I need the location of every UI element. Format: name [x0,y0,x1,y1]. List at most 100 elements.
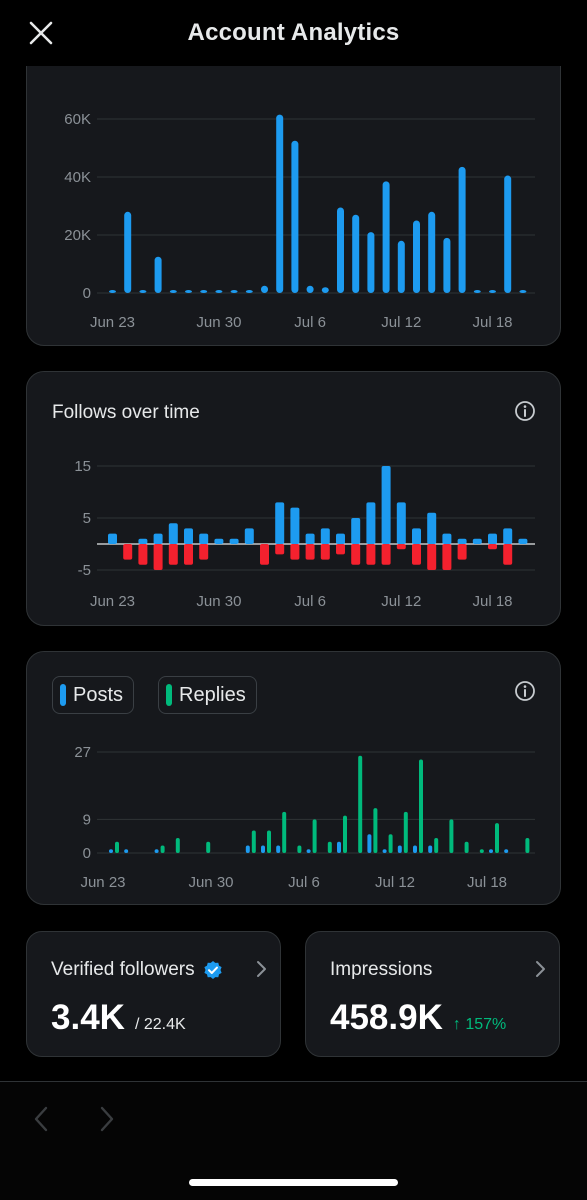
positive-bar [199,533,209,544]
verified-followers-card[interactable]: Verified followers 3.4K / 22.4K [26,931,281,1057]
posts-bar [245,845,250,853]
y-tick-label: 27 [74,744,91,761]
chevron-right-icon [536,961,545,977]
negative-bar [503,544,513,565]
replies-bar [160,845,165,853]
impressions-change: ↑ 157% [452,1016,507,1033]
x-tick-label: Jul 18 [467,874,507,891]
bar [306,285,314,293]
negative-bar [366,544,376,565]
bar [185,290,192,293]
negative-bar [168,544,178,565]
total-followers-value: / 22.4K [134,1016,186,1033]
bar [200,290,208,293]
x-tick-label: Jun 23 [80,874,125,891]
x-tick-label: Jul 6 [294,314,326,331]
top-bar: Account Analytics [0,0,587,66]
negative-bar [290,544,300,560]
replies-bar [373,808,378,853]
chevron-right-icon[interactable] [97,1104,117,1134]
negative-bar [199,544,209,560]
chevron-left-icon[interactable] [31,1104,51,1134]
y-tick-label: 15 [74,458,91,475]
replies-bar [175,838,180,853]
replies-bar [267,830,271,853]
positive-bar [472,538,482,544]
negative-bar [305,544,315,560]
posts-bar [367,834,372,853]
stat-label-container: Verified followers [51,959,223,981]
positive-bar [275,502,285,544]
replies-bar [358,755,363,853]
y-tick-label: 40K [64,169,91,186]
positive-bar [184,528,193,544]
page-title: Account Analytics [187,19,400,46]
replies-bar [434,838,439,853]
positive-bar [320,528,330,544]
x-tick-label: Jul 18 [472,593,512,610]
legend-label-posts: Posts [73,683,124,706]
replies-bar [327,841,332,853]
bar [230,290,238,293]
replies-bar [115,841,119,853]
bar [443,237,451,293]
info-icon[interactable] [514,680,536,702]
negative-bar [336,544,345,555]
info-icon[interactable] [514,400,536,422]
impressions-value: 458.9K [330,998,443,1037]
x-tick-label: Jul 12 [375,874,415,891]
legend-replies[interactable]: Replies [158,676,257,714]
x-tick-label: Jul 18 [472,314,512,331]
y-tick-label: 20K [64,227,91,244]
posts-bar [428,845,433,853]
bar [124,211,132,293]
replies-bar [525,838,530,853]
positive-bar [138,538,148,544]
negative-bar [123,544,133,560]
negative-bar [320,544,330,560]
y-tick-label: 60K [64,111,91,128]
y-tick-label: -5 [78,562,91,579]
impressions-card[interactable]: Impressions 458.9K ↑ 157% [305,931,560,1057]
x-tick-label: Jul 12 [381,593,421,610]
bar [458,166,466,293]
home-indicator [189,1179,398,1186]
replies-bar [343,815,347,853]
posts-bar [109,849,113,853]
positive-bar [457,538,467,544]
legend-posts[interactable]: Posts [52,676,135,714]
replies-bar [297,845,302,853]
positive-bar [442,533,452,544]
posts-bar [489,849,493,853]
stat-value-row: 458.9K ↑ 157% [330,998,506,1038]
x-tick-label: Jul 6 [294,593,326,610]
negative-bar [488,544,497,550]
bar [245,290,253,293]
negative-bar [442,544,452,570]
follows-chart: 15 5 -5 Jun 23 Jun 30 Jul 6 Jul 12 Jul 18 [74,458,535,610]
bar [139,290,147,293]
posts-bar [154,849,159,853]
replies-bar [251,830,256,853]
posts-replies-chart: 27 9 0 Jun 23 Jun 30 Jul 6 Jul 12 Jul 18 [74,744,535,891]
y-tick-label: 9 [83,811,91,828]
bar [276,114,284,294]
bar [473,290,481,293]
posts-bar [382,849,387,853]
legend-swatch-replies [166,684,172,706]
posts-replies-chart-card: Posts Replies 27 9 0 Jun 23 Jun 30 Jul 6 Jul 1… [26,651,561,905]
close-button[interactable] [26,18,56,48]
posts-bar [337,841,341,853]
legend-label-replies: Replies [179,683,246,706]
bar [291,140,299,293]
bar [489,290,496,293]
divider [0,1081,587,1082]
bar [519,290,527,293]
posts-bar [504,849,509,853]
positive-bar [412,528,421,544]
bar [397,240,405,293]
negative-bar [457,544,467,560]
replies-bar [312,819,317,853]
